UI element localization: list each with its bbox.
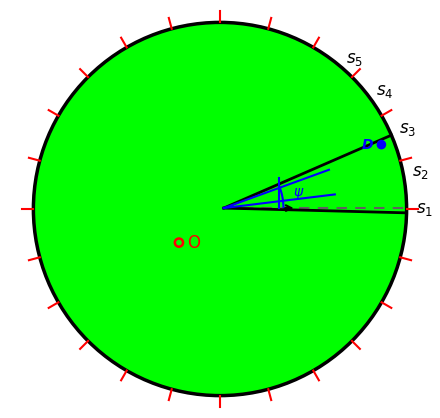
Text: D: D xyxy=(362,138,373,152)
Text: O: O xyxy=(187,234,200,252)
Text: $s_3$: $s_3$ xyxy=(399,120,416,138)
Text: $s_1$: $s_1$ xyxy=(416,200,433,218)
Circle shape xyxy=(33,23,407,395)
Circle shape xyxy=(378,140,385,149)
Text: $s_4$: $s_4$ xyxy=(377,82,394,100)
Text: $s_2$: $s_2$ xyxy=(412,163,429,181)
Text: $s_5$: $s_5$ xyxy=(346,50,363,68)
Text: $\psi$: $\psi$ xyxy=(293,186,304,201)
